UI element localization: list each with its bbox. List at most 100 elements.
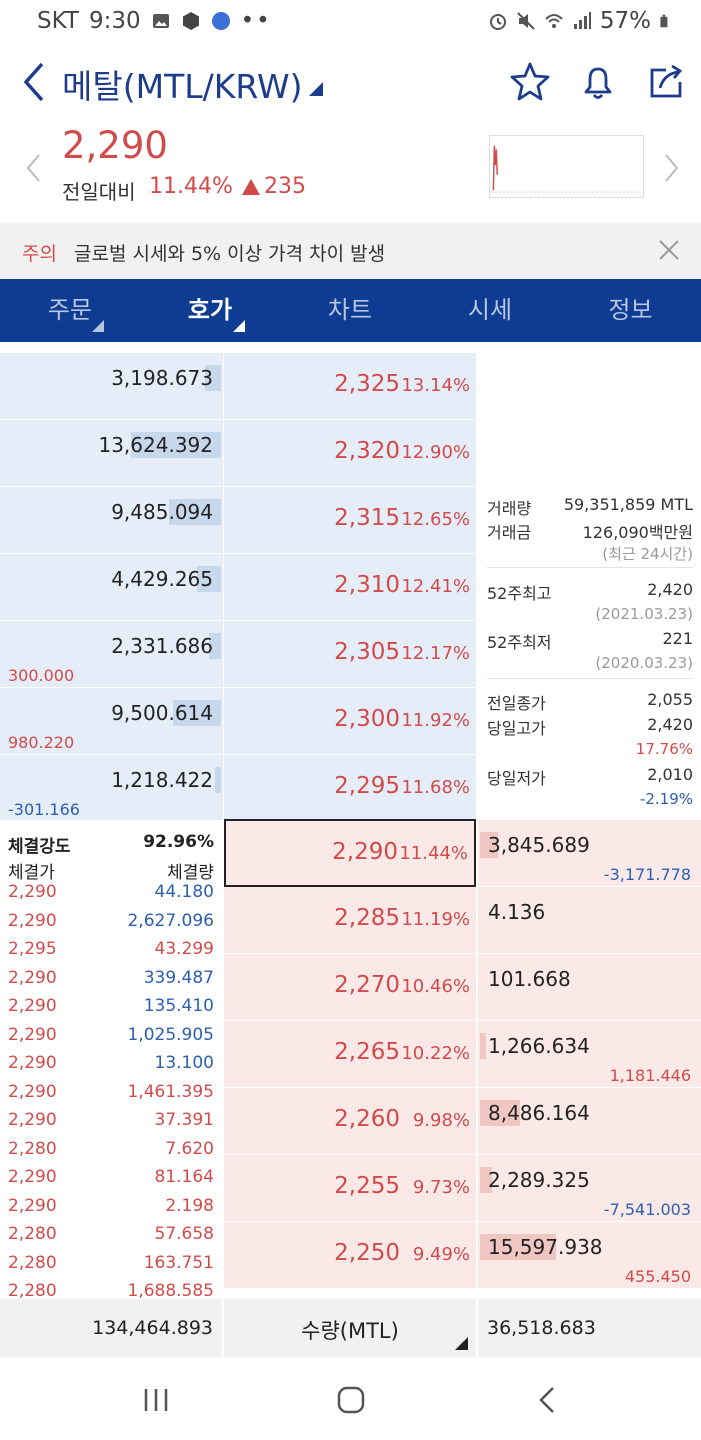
bid-volume: 101.668	[488, 967, 571, 991]
ask-percent: 11.92%	[401, 710, 470, 731]
trade-price: 2,290	[8, 967, 57, 988]
ask-price-row[interactable]: 2,310 12.41%	[224, 554, 476, 620]
day-low-value: 2,010	[647, 765, 693, 784]
back-arrow-icon[interactable]	[16, 60, 52, 104]
trade-volume: 44.180	[154, 882, 214, 902]
prev-coin-chevron-icon[interactable]	[24, 152, 44, 184]
low52-label: 52주최저	[487, 633, 552, 652]
bid-price-row[interactable]: 2,285 11.19%	[224, 887, 476, 953]
tab-orderbook[interactable]: 호가	[187, 296, 233, 324]
ask-price-row[interactable]: 2,315 12.65%	[224, 487, 476, 553]
app-header: 메탈(MTL/KRW)	[0, 52, 701, 112]
bid-volume-cell[interactable]: 3,845.689 -3,171.778	[478, 820, 701, 886]
trade-volume: 81.164	[154, 1167, 214, 1187]
ask-percent: 13.14%	[401, 375, 470, 396]
trade-row: 2,280 1,688.585	[0, 1281, 223, 1298]
bid-volume-bar	[480, 1234, 556, 1260]
change-percent: 11.44%	[149, 174, 233, 199]
trade-volume: 57.658	[154, 1224, 214, 1244]
trade-row: 2,280 163.751	[0, 1253, 223, 1281]
notification-bell-icon[interactable]	[576, 60, 620, 104]
favorite-star-icon[interactable]	[508, 60, 552, 104]
ask-price-row[interactable]: 2,300 11.92%	[224, 688, 476, 754]
ask-volume: 2,331.686	[111, 634, 213, 658]
high52-value: 2,420	[647, 580, 693, 599]
next-coin-chevron-icon[interactable]	[661, 152, 681, 184]
bid-price: 2,285	[334, 905, 400, 931]
ask-volume-cell[interactable]: 9,500.614 980.220	[0, 688, 223, 754]
bid-price: 2,255	[334, 1173, 400, 1199]
bid-price-row[interactable]: 2,250 9.49%	[224, 1222, 476, 1288]
share-icon[interactable]	[644, 60, 688, 104]
title-dropdown-caret-icon[interactable]	[309, 82, 323, 96]
col-price-header: 체결가	[8, 863, 55, 883]
ask-volume-cell[interactable]: 3,198.673	[0, 353, 223, 419]
bid-price-row[interactable]: 2,270 10.46%	[224, 954, 476, 1020]
bid-percent: 9.49%	[412, 1244, 470, 1265]
ask-volume-cell[interactable]: 13,624.392	[0, 420, 223, 486]
ask-volume-cell[interactable]: 1,218.422 -301.166	[0, 755, 223, 821]
wifi-icon	[545, 14, 563, 28]
tab-quotes[interactable]: 시세	[467, 296, 513, 324]
more-notifications-icon: ••	[240, 8, 272, 34]
bid-volume-cell[interactable]: 15,597.938 455.450	[478, 1222, 701, 1288]
bid-price: 2,250	[334, 1240, 400, 1266]
bid-volume-cell[interactable]: 2,289.325 -7,541.003	[478, 1155, 701, 1221]
system-back-icon[interactable]	[533, 1385, 563, 1415]
ask-volume-bar	[205, 365, 221, 391]
ask-volume-cell[interactable]: 2,331.686 300.000	[0, 621, 223, 687]
tab-bar: 주문 호가 차트 시세 정보	[0, 279, 701, 342]
ask-price: 2,295	[334, 773, 400, 799]
tab-order[interactable]: 주문	[47, 296, 93, 324]
bid-volume-change: -7,541.003	[603, 1200, 691, 1219]
recent-apps-icon[interactable]	[141, 1385, 171, 1415]
bid-price-row[interactable]: 2,290 11.44%	[224, 819, 476, 887]
battery-icon	[660, 14, 668, 28]
ask-price-row[interactable]: 2,305 12.17%	[224, 621, 476, 687]
ask-volume: 3,198.673	[111, 366, 213, 390]
tab-chart[interactable]: 차트	[327, 296, 373, 324]
ask-volume-cell[interactable]: 4,429.265	[0, 554, 223, 620]
trade-row: 2,290 81.164	[0, 1167, 223, 1195]
trade-price: 2,290	[8, 910, 57, 931]
trade-row: 2,295 43.299	[0, 939, 223, 967]
trade-row: 2,290 1,025.905	[0, 1025, 223, 1053]
ask-price-row[interactable]: 2,295 11.68%	[224, 755, 476, 821]
page-title[interactable]: 메탈(MTL/KRW)	[62, 67, 303, 106]
prev-day-label: 전일대비	[62, 180, 136, 204]
system-nav-bar	[0, 1357, 701, 1440]
bid-volume-cell[interactable]: 4.136	[478, 887, 701, 953]
trade-price: 2,290	[8, 1110, 57, 1130]
ask-percent: 12.90%	[401, 442, 470, 463]
unit-dropdown-caret-icon[interactable]	[455, 1337, 468, 1350]
trade-price: 2,290	[8, 1195, 57, 1216]
bid-volume: 15,597.938	[488, 1235, 603, 1259]
bid-price: 2,290	[332, 839, 398, 865]
bid-volume-cell[interactable]: 1,266.634 1,181.446	[478, 1021, 701, 1087]
bid-volume-cell[interactable]: 101.668	[478, 954, 701, 1020]
trade-row: 2,290 44.180	[0, 882, 223, 910]
info-divider	[487, 678, 693, 679]
bid-price-row[interactable]: 2,260 9.98%	[224, 1088, 476, 1154]
bid-price-row[interactable]: 2,265 10.22%	[224, 1021, 476, 1087]
unit-selector[interactable]: 수량(MTL)	[301, 1319, 399, 1343]
ask-volume: 9,500.614	[111, 701, 213, 725]
trade-price: 2,290	[8, 1024, 57, 1045]
ask-price-row[interactable]: 2,325 13.14%	[224, 353, 476, 419]
bid-volume-cell[interactable]: 8,486.164	[478, 1088, 701, 1154]
ask-volume-bar	[131, 432, 221, 458]
low52-value: 221	[662, 629, 693, 648]
warning-text: 글로벌 시세와 5% 이상 가격 차이 발생	[74, 243, 386, 265]
mini-chart[interactable]	[489, 135, 644, 198]
trade-row: 2,290 2.198	[0, 1196, 223, 1224]
day-high-label: 당일고가	[487, 719, 546, 738]
ask-volume: 1,218.422	[111, 768, 213, 792]
tab-info[interactable]: 정보	[608, 296, 653, 324]
trade-price: 2,280	[8, 1281, 57, 1298]
bid-price-row[interactable]: 2,255 9.73%	[224, 1155, 476, 1221]
ask-volume-cell[interactable]: 9,485.094	[0, 487, 223, 553]
ask-percent: 12.41%	[401, 576, 470, 597]
ask-price-row[interactable]: 2,320 12.90%	[224, 420, 476, 486]
home-icon[interactable]	[336, 1385, 366, 1415]
close-icon[interactable]	[655, 236, 683, 264]
